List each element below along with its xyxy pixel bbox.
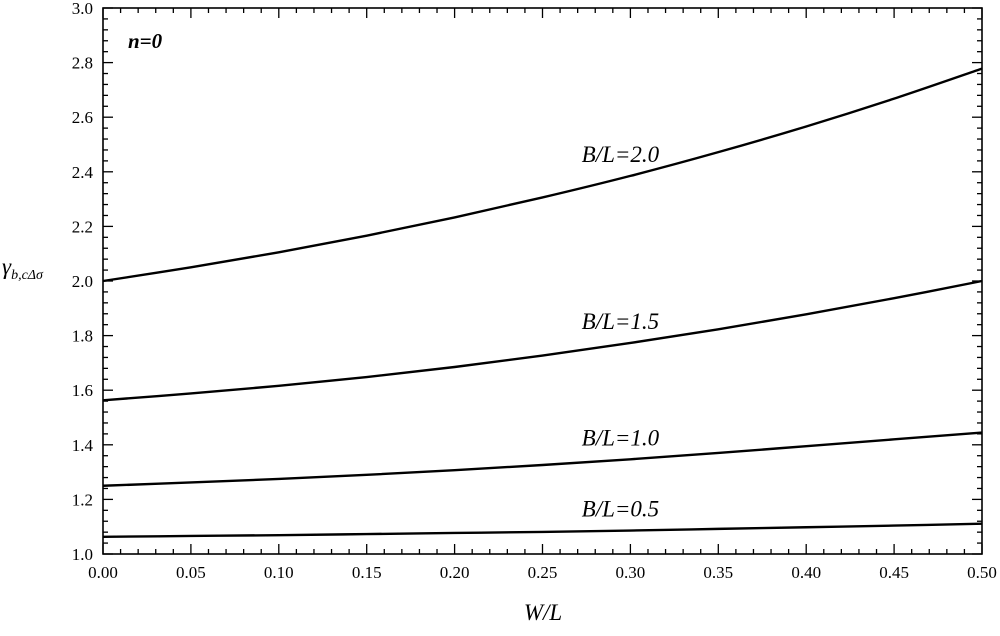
x-tick-label: 0.40 xyxy=(791,563,821,582)
x-tick-label: 0.20 xyxy=(440,563,470,582)
y-axis-title-main: γ xyxy=(2,254,12,279)
x-tick-label: 0.05 xyxy=(176,563,206,582)
series-line xyxy=(102,431,983,487)
plot-frame xyxy=(102,7,983,555)
annotation: n=0 xyxy=(128,29,163,53)
curves xyxy=(102,67,983,538)
y-tick-label: 2.2 xyxy=(72,217,93,236)
x-tick-label: 0.00 xyxy=(88,563,118,582)
x-tick-label: 0.45 xyxy=(879,563,909,582)
y-tick-label: 2.8 xyxy=(72,54,93,73)
x-tick-label: 0.10 xyxy=(264,563,294,582)
series-line xyxy=(102,522,983,538)
y-tick-label: 3.0 xyxy=(72,0,93,18)
series-line xyxy=(102,279,983,402)
series-label: B/L=1.0 xyxy=(582,425,660,450)
y-tick-label: 1.8 xyxy=(72,327,93,346)
y-tick-label: 2.4 xyxy=(72,163,94,182)
x-tick-label: 0.35 xyxy=(703,563,733,582)
series-labels: B/L=0.5 B/L=1.0 B/L=1.5 B/L=2.0 xyxy=(582,142,660,522)
ticks xyxy=(102,7,983,555)
series-label: B/L=2.0 xyxy=(582,142,660,167)
y-axis-title-sub: b,cΔσ xyxy=(11,268,44,283)
x-tick-label: 0.25 xyxy=(528,563,558,582)
x-tick-label: 0.15 xyxy=(352,563,382,582)
y-tick-label: 2.0 xyxy=(72,272,93,291)
y-tick-label: 1.6 xyxy=(72,381,93,400)
series-label: B/L=0.5 xyxy=(582,497,660,522)
y-axis-title: γb,cΔσ xyxy=(2,254,44,283)
x-axis-title: W/L xyxy=(524,600,562,625)
x-tick-label: 0.50 xyxy=(967,563,997,582)
y-tick-label: 1.2 xyxy=(72,490,93,509)
x-tick-label: 0.30 xyxy=(616,563,646,582)
tick-labels: 0.00 0.05 0.10 0.15 0.20 0.25 0.30 0.35 0.40 0.45… xyxy=(72,0,997,582)
y-tick-label: 1.4 xyxy=(72,436,94,455)
series-label: B/L=1.5 xyxy=(582,309,660,334)
y-tick-label: 2.6 xyxy=(72,108,93,127)
series-line xyxy=(102,67,983,283)
y-tick-label: 1.0 xyxy=(72,545,93,564)
